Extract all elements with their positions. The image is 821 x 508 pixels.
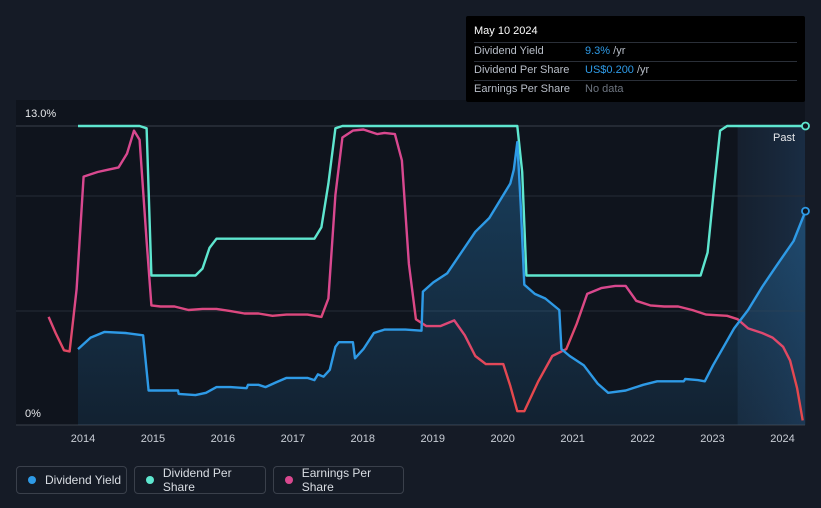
legend-dividend-per-share[interactable]: Dividend Per Share (134, 466, 266, 494)
x-tick-label: 2016 (210, 433, 236, 445)
tooltip-row-dividend-per-share: Dividend Per Share US$0.200 /yr (474, 61, 797, 80)
tooltip-label: Earnings Per Share (474, 83, 570, 95)
x-tick-label: 2020 (490, 433, 515, 445)
hover-tooltip: May 10 2024 Dividend Yield 9.3% /yr Divi… (466, 16, 805, 102)
dividend-yield-area (78, 142, 806, 425)
legend-label: Dividend Per Share (162, 466, 232, 494)
x-tick-label: 2014 (70, 433, 96, 445)
legend-dividend-yield[interactable]: Dividend Yield (16, 466, 127, 494)
x-tick-label: 2017 (280, 433, 306, 445)
dividend-yield-line (77, 140, 807, 397)
tooltip-unit: /yr (610, 45, 626, 57)
tooltip-value: 9.3% (585, 45, 611, 57)
tooltip-label: Dividend Per Share (474, 64, 570, 76)
x-tick-label: 2023 (700, 433, 725, 445)
x-tick-label: 2019 (420, 433, 445, 445)
y-tick-label-max: 13.0% (25, 108, 57, 120)
tooltip-date: May 10 2024 (474, 25, 538, 37)
tooltip-unit: /yr (633, 64, 650, 76)
x-tick-label: 2018 (350, 433, 376, 445)
tooltip-row-earnings-per-share: Earnings Per Share No data (474, 80, 797, 99)
x-tick-label: 2021 (560, 433, 585, 445)
tooltip-row-dividend-yield: Dividend Yield 9.3% /yr (474, 42, 797, 61)
dividend-yield-dot-icon (28, 476, 36, 484)
tooltip-label: Dividend Yield (474, 45, 544, 57)
past-label: Past (773, 132, 796, 144)
tooltip-value: US$0.200 (585, 64, 634, 76)
dividend-yield-endpoint[interactable] (801, 206, 810, 216)
x-tick-label: 2022 (630, 433, 655, 445)
dividend-per-share-line (78, 124, 806, 277)
dividend-per-share-endpoint[interactable] (801, 121, 810, 131)
earnings-per-share-line (47, 128, 804, 421)
y-tick-label-min: 0% (25, 408, 41, 420)
legend-earnings-per-share[interactable]: Earnings Per Share (273, 466, 404, 494)
tooltip-value: No data (585, 83, 624, 95)
x-tick-label: 2024 (770, 433, 795, 445)
earnings-per-share-dot-icon (285, 476, 293, 484)
x-tick-label: 2015 (140, 433, 166, 445)
legend-label: Dividend Yield (45, 473, 122, 487)
dividend-per-share-dot-icon (146, 476, 154, 484)
legend-label: Earnings Per Share (301, 466, 372, 494)
